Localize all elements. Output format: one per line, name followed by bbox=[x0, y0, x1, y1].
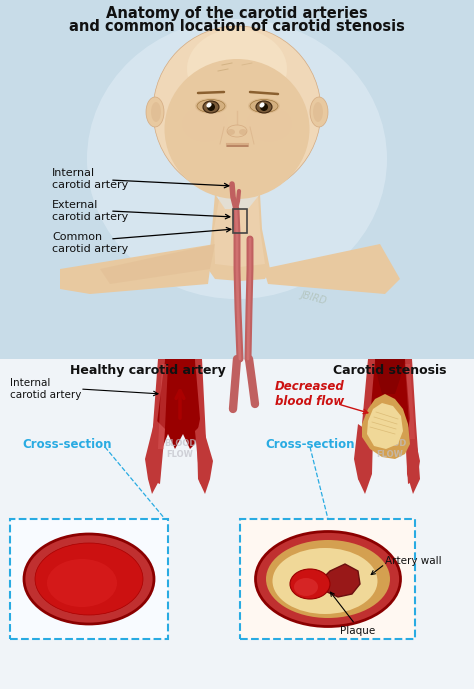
Ellipse shape bbox=[313, 102, 323, 122]
Polygon shape bbox=[358, 359, 375, 494]
Text: Common
carotid artery: Common carotid artery bbox=[52, 232, 128, 254]
Polygon shape bbox=[370, 359, 410, 449]
Text: BLOOD
FLOW: BLOOD FLOW bbox=[164, 440, 196, 459]
FancyBboxPatch shape bbox=[240, 519, 415, 639]
Polygon shape bbox=[60, 244, 215, 294]
Text: Cross-section: Cross-section bbox=[22, 438, 111, 451]
Ellipse shape bbox=[35, 543, 143, 615]
Text: Decreased
blood flow: Decreased blood flow bbox=[275, 380, 345, 408]
Ellipse shape bbox=[248, 98, 280, 114]
Ellipse shape bbox=[207, 103, 215, 111]
Polygon shape bbox=[0, 0, 474, 359]
Text: Internal
carotid artery: Internal carotid artery bbox=[52, 168, 128, 189]
Ellipse shape bbox=[153, 26, 321, 196]
Polygon shape bbox=[322, 564, 360, 597]
Polygon shape bbox=[0, 359, 474, 689]
Polygon shape bbox=[405, 364, 415, 439]
Text: Healthy carotid artery: Healthy carotid artery bbox=[70, 364, 226, 377]
Ellipse shape bbox=[146, 97, 164, 127]
Polygon shape bbox=[100, 244, 215, 284]
Ellipse shape bbox=[24, 534, 154, 624]
Ellipse shape bbox=[227, 129, 235, 135]
Ellipse shape bbox=[294, 578, 318, 596]
Ellipse shape bbox=[273, 548, 377, 614]
Ellipse shape bbox=[246, 107, 292, 141]
Polygon shape bbox=[405, 424, 420, 484]
Ellipse shape bbox=[195, 98, 227, 114]
Ellipse shape bbox=[197, 99, 225, 112]
Ellipse shape bbox=[203, 101, 219, 113]
FancyBboxPatch shape bbox=[10, 519, 168, 639]
Polygon shape bbox=[367, 403, 403, 449]
Ellipse shape bbox=[87, 19, 387, 299]
Ellipse shape bbox=[266, 540, 390, 618]
Text: External
carotid artery: External carotid artery bbox=[52, 200, 128, 222]
Polygon shape bbox=[195, 359, 210, 494]
Text: Carotid stenosis: Carotid stenosis bbox=[333, 364, 447, 377]
Polygon shape bbox=[145, 419, 165, 484]
Polygon shape bbox=[148, 359, 165, 494]
Text: JBIRD: JBIRD bbox=[300, 289, 328, 306]
Text: and common location of carotid stenosis: and common location of carotid stenosis bbox=[69, 19, 405, 34]
Ellipse shape bbox=[151, 102, 161, 122]
Text: Anatomy of the carotid arteries: Anatomy of the carotid arteries bbox=[106, 6, 368, 21]
Ellipse shape bbox=[250, 99, 278, 112]
Ellipse shape bbox=[227, 125, 247, 137]
Text: Internal
carotid artery: Internal carotid artery bbox=[10, 378, 82, 400]
Text: Artery wall: Artery wall bbox=[385, 556, 442, 566]
Ellipse shape bbox=[182, 107, 228, 141]
Polygon shape bbox=[195, 424, 213, 484]
Polygon shape bbox=[208, 194, 270, 281]
Polygon shape bbox=[405, 359, 420, 494]
Ellipse shape bbox=[164, 59, 310, 199]
Text: Plaque: Plaque bbox=[340, 626, 375, 636]
Polygon shape bbox=[214, 194, 265, 267]
Ellipse shape bbox=[310, 97, 328, 127]
Ellipse shape bbox=[255, 531, 401, 626]
Bar bbox=[233, 209, 247, 233]
Ellipse shape bbox=[290, 569, 330, 599]
Ellipse shape bbox=[239, 129, 247, 135]
Ellipse shape bbox=[256, 101, 272, 113]
Ellipse shape bbox=[260, 103, 268, 111]
Polygon shape bbox=[354, 424, 368, 484]
Polygon shape bbox=[262, 244, 400, 294]
Ellipse shape bbox=[47, 559, 117, 607]
Text: Cross-section: Cross-section bbox=[265, 438, 355, 451]
Ellipse shape bbox=[187, 29, 287, 109]
Polygon shape bbox=[375, 359, 405, 394]
Text: BLOOD
FLOW: BLOOD FLOW bbox=[374, 440, 406, 459]
Polygon shape bbox=[362, 394, 410, 459]
Polygon shape bbox=[155, 359, 200, 449]
Polygon shape bbox=[158, 364, 168, 449]
